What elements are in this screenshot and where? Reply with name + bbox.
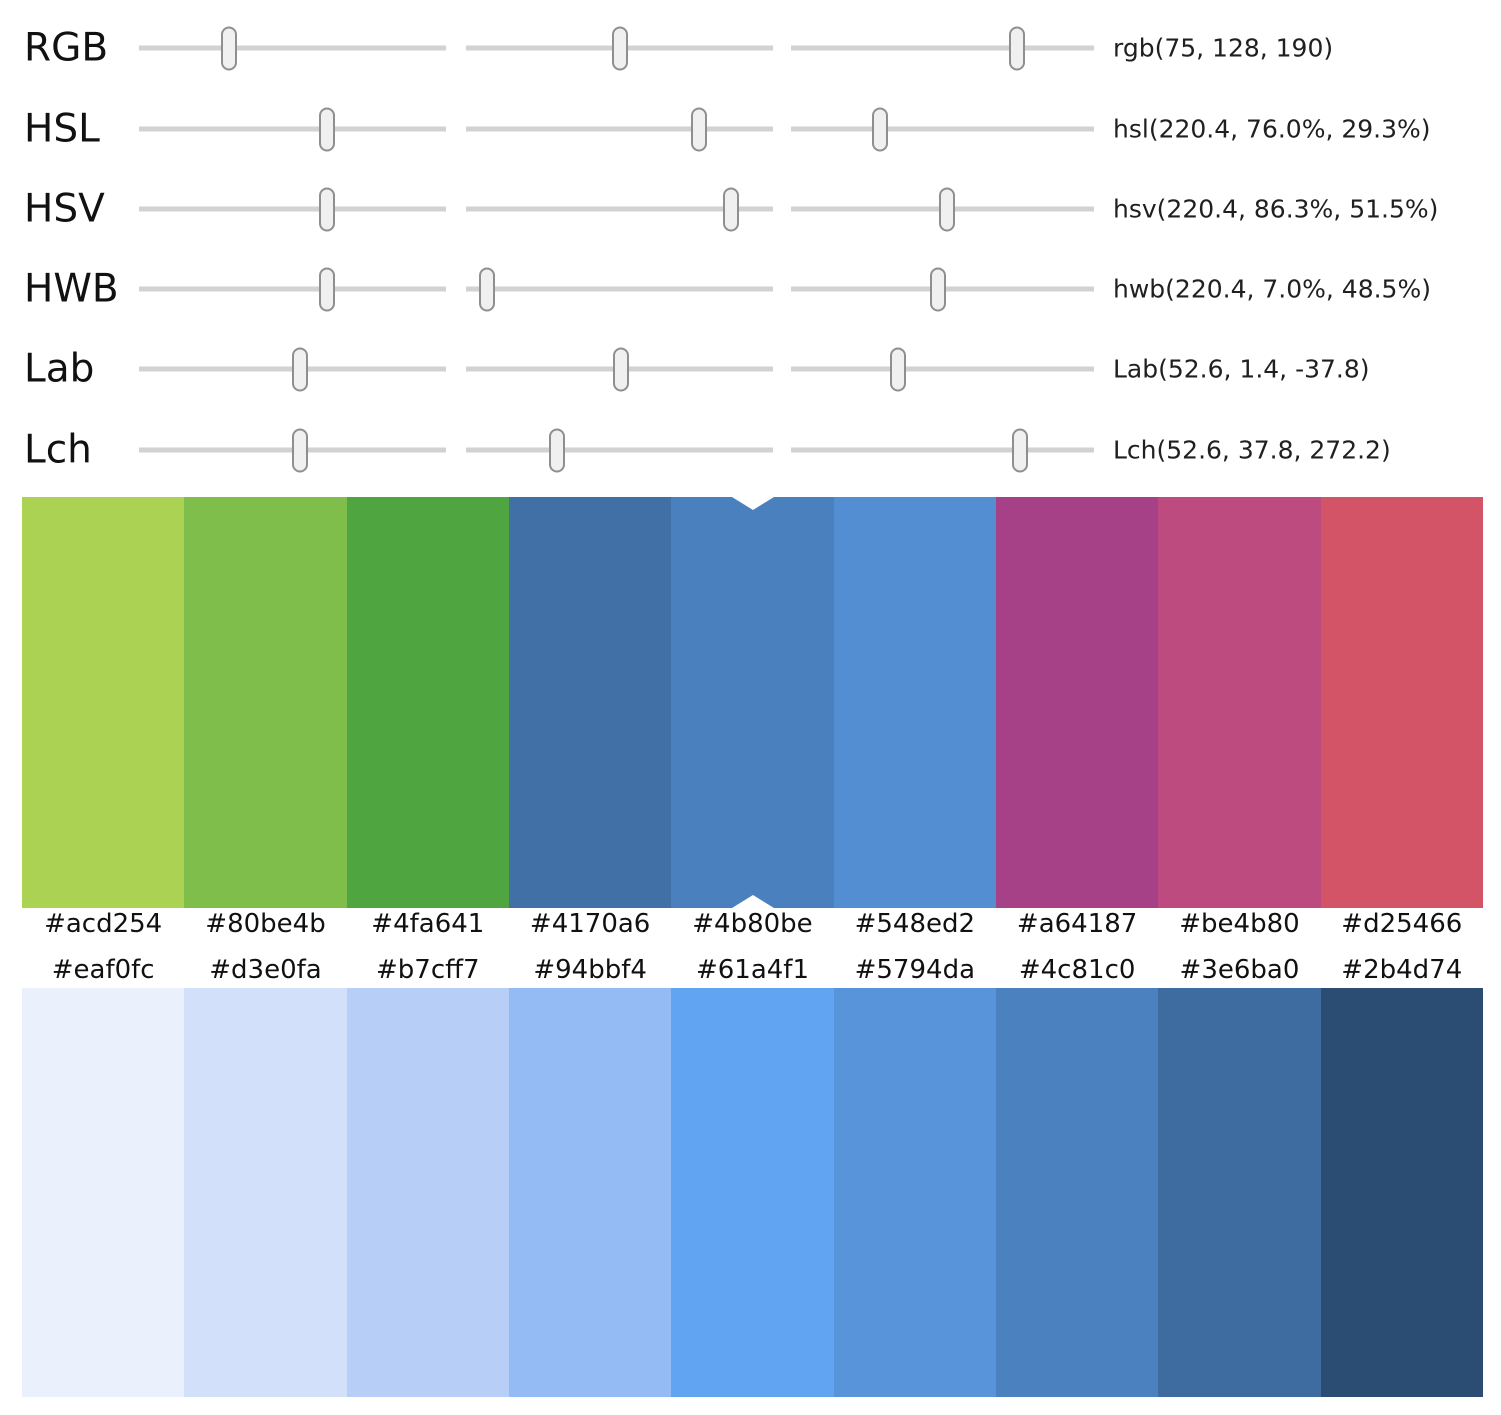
hex-label: #5794da bbox=[854, 955, 975, 985]
palette-swatch[interactable] bbox=[508, 497, 672, 908]
slider-track-hwb-w[interactable] bbox=[466, 267, 773, 311]
slider-row-lab: Lab Lab(52.6, 1.4, -37.8) bbox=[0, 329, 1501, 409]
hex-label: #d25466 bbox=[1341, 909, 1463, 939]
slider-track-rgb-b[interactable] bbox=[791, 26, 1094, 70]
slider-thumb-lch-h[interactable] bbox=[1012, 428, 1029, 472]
row-label-hwb: HWB bbox=[24, 266, 119, 312]
palette-swatch[interactable] bbox=[1320, 497, 1483, 908]
palette-swatch[interactable] bbox=[1320, 988, 1483, 1397]
slider-thumb-hsv-v[interactable] bbox=[939, 187, 956, 231]
slider-track-hwb-h[interactable] bbox=[139, 267, 446, 311]
palette-bottom bbox=[22, 988, 1483, 1397]
slider-track-lab-a[interactable] bbox=[466, 347, 773, 391]
palette-swatch[interactable] bbox=[184, 497, 347, 908]
palette-swatch[interactable] bbox=[22, 497, 185, 908]
palette-swatch[interactable] bbox=[995, 497, 1159, 908]
slider-track-hsl-s[interactable] bbox=[466, 107, 773, 151]
hex-label: #d3e0fa bbox=[209, 955, 322, 985]
slider-thumb-lab-b[interactable] bbox=[889, 347, 906, 391]
slider-track-hsv-s[interactable] bbox=[466, 187, 773, 231]
palette-swatch[interactable] bbox=[671, 988, 834, 1397]
slider-thumb-rgb-b[interactable] bbox=[1008, 26, 1025, 70]
palette-swatch[interactable] bbox=[22, 988, 185, 1397]
palette-swatch[interactable] bbox=[1158, 988, 1321, 1397]
row-label-hsv: HSV bbox=[24, 186, 105, 232]
hex-label: #3e6ba0 bbox=[1179, 955, 1300, 985]
color-value-lch: Lch(52.6, 37.8, 272.2) bbox=[1113, 435, 1391, 465]
hex-label: #94bbf4 bbox=[533, 955, 647, 985]
slider-row-rgb: RGB rgb(75, 128, 190) bbox=[0, 8, 1501, 88]
palette-swatch[interactable] bbox=[346, 497, 509, 908]
hex-label: #be4b80 bbox=[1179, 909, 1300, 939]
slider-thumb-lab-l[interactable] bbox=[292, 347, 309, 391]
hex-label: #b7cff7 bbox=[376, 955, 480, 985]
slider-thumb-lab-a[interactable] bbox=[613, 347, 630, 391]
slider-row-hsv: HSV hsv(220.4, 86.3%, 51.5%) bbox=[0, 169, 1501, 249]
color-value-hwb: hwb(220.4, 7.0%, 48.5%) bbox=[1113, 274, 1431, 304]
row-label-lab: Lab bbox=[24, 346, 95, 392]
slider-thumb-hsv-h[interactable] bbox=[318, 187, 335, 231]
palette-swatch-selected[interactable] bbox=[671, 497, 834, 908]
slider-thumb-lch-l[interactable] bbox=[292, 428, 309, 472]
hex-label: #eaf0fc bbox=[51, 955, 155, 985]
row-label-hsl: HSL bbox=[24, 106, 100, 152]
palette-swatch[interactable] bbox=[833, 988, 996, 1397]
slider-track-lab-l[interactable] bbox=[139, 347, 446, 391]
slider-thumb-hwb-h[interactable] bbox=[318, 267, 335, 311]
hex-label-row-bottom: #eaf0fc #d3e0fa #b7cff7 #94bbf4 #61a4f1 … bbox=[22, 954, 1483, 986]
hex-label: #4c81c0 bbox=[1018, 955, 1136, 985]
color-value-lab: Lab(52.6, 1.4, -37.8) bbox=[1113, 354, 1370, 384]
slider-thumb-hsv-s[interactable] bbox=[722, 187, 739, 231]
color-value-hsl: hsl(220.4, 76.0%, 29.3%) bbox=[1113, 114, 1431, 144]
hex-label: #4fa641 bbox=[371, 909, 485, 939]
slider-thumb-hsl-h[interactable] bbox=[318, 107, 335, 151]
slider-row-hsl: HSL hsl(220.4, 76.0%, 29.3%) bbox=[0, 89, 1501, 169]
palette-swatch[interactable] bbox=[833, 497, 996, 908]
selection-notch-top bbox=[731, 497, 774, 510]
slider-thumb-rgb-r[interactable] bbox=[221, 26, 238, 70]
slider-track-hwb-b[interactable] bbox=[791, 267, 1094, 311]
slider-thumb-hsl-s[interactable] bbox=[691, 107, 708, 151]
slider-track-lch-c[interactable] bbox=[466, 428, 773, 472]
hex-label: #548ed2 bbox=[854, 909, 976, 939]
hex-label-row-top: #acd254 #80be4b #4fa641 #4170a6 #4b80be … bbox=[22, 908, 1483, 940]
slider-thumb-hwb-b[interactable] bbox=[929, 267, 946, 311]
slider-track-rgb-g[interactable] bbox=[466, 26, 773, 70]
slider-track-lch-l[interactable] bbox=[139, 428, 446, 472]
slider-thumb-hsl-l[interactable] bbox=[871, 107, 888, 151]
row-label-lch: Lch bbox=[24, 427, 92, 473]
slider-thumb-lch-c[interactable] bbox=[548, 428, 565, 472]
slider-thumb-hwb-w[interactable] bbox=[479, 267, 496, 311]
hex-label: #4170a6 bbox=[529, 909, 651, 939]
row-label-rgb: RGB bbox=[24, 25, 109, 71]
slider-track-hsv-h[interactable] bbox=[139, 187, 446, 231]
slider-row-lch: Lch Lch(52.6, 37.8, 272.2) bbox=[0, 410, 1501, 490]
slider-track-lab-b[interactable] bbox=[791, 347, 1094, 391]
slider-row-hwb: HWB hwb(220.4, 7.0%, 48.5%) bbox=[0, 249, 1501, 329]
slider-thumb-rgb-g[interactable] bbox=[612, 26, 629, 70]
slider-track-hsl-h[interactable] bbox=[139, 107, 446, 151]
hex-label: #acd254 bbox=[44, 909, 163, 939]
palette-swatch[interactable] bbox=[1158, 497, 1321, 908]
hex-label: #61a4f1 bbox=[695, 955, 809, 985]
palette-swatch[interactable] bbox=[508, 988, 672, 1397]
palette-swatch[interactable] bbox=[346, 988, 509, 1397]
slider-track-rgb-r[interactable] bbox=[139, 26, 446, 70]
palette-swatch[interactable] bbox=[184, 988, 347, 1397]
hex-label: #a64187 bbox=[1016, 909, 1138, 939]
color-value-hsv: hsv(220.4, 86.3%, 51.5%) bbox=[1113, 194, 1439, 224]
hex-label: #2b4d74 bbox=[1341, 955, 1463, 985]
color-value-rgb: rgb(75, 128, 190) bbox=[1113, 33, 1334, 63]
selection-notch-bottom bbox=[731, 895, 774, 908]
slider-track-lch-h[interactable] bbox=[791, 428, 1094, 472]
hex-label: #80be4b bbox=[205, 909, 326, 939]
palette-swatch[interactable] bbox=[995, 988, 1159, 1397]
slider-track-hsv-v[interactable] bbox=[791, 187, 1094, 231]
palette-top bbox=[22, 497, 1483, 908]
slider-track-hsl-l[interactable] bbox=[791, 107, 1094, 151]
hex-label: #4b80be bbox=[692, 909, 813, 939]
